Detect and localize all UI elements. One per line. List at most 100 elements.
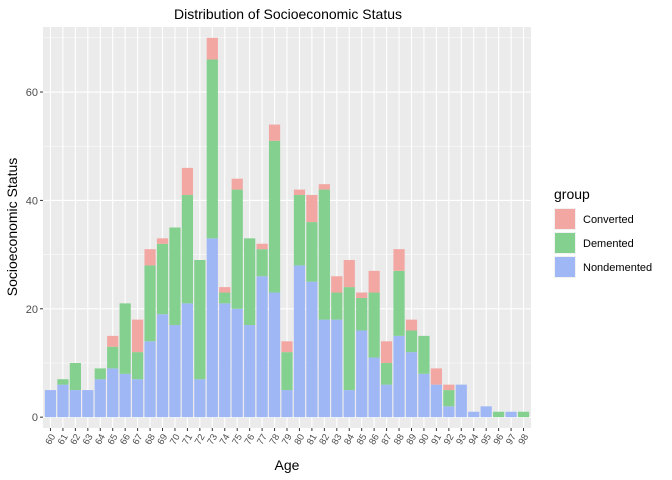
bar-converted-82 xyxy=(318,184,330,190)
x-tick-label: 64 xyxy=(93,432,108,447)
bar-converted-80 xyxy=(293,189,306,195)
bar-nondemented-64 xyxy=(94,379,106,418)
x-tick-label: 87 xyxy=(380,432,395,447)
bar-nondemented-86 xyxy=(368,357,380,418)
bar-nondemented-65 xyxy=(107,368,119,418)
x-tick-label: 76 xyxy=(243,432,258,447)
bar-nondemented-95 xyxy=(480,406,492,418)
bar-converted-91 xyxy=(430,368,442,385)
bar-nondemented-85 xyxy=(356,330,368,418)
bar-demented-98 xyxy=(517,411,530,418)
x-tick-label: 96 xyxy=(492,432,507,447)
bar-converted-89 xyxy=(405,319,418,331)
bar-demented-74 xyxy=(219,292,231,304)
bar-nondemented-69 xyxy=(156,314,169,418)
bar-demented-75 xyxy=(231,189,243,309)
bar-nondemented-70 xyxy=(169,325,181,418)
x-tick-label: 62 xyxy=(68,432,83,447)
bar-demented-96 xyxy=(493,411,505,418)
bar-demented-66 xyxy=(119,303,131,374)
bar-demented-85 xyxy=(356,297,368,331)
x-tick-label: 65 xyxy=(106,432,121,447)
x-tick-label: 86 xyxy=(367,432,382,447)
bar-demented-81 xyxy=(306,222,318,282)
legend-swatch-nondemented xyxy=(555,257,575,277)
x-tick-label: 68 xyxy=(143,432,158,447)
bars xyxy=(44,37,530,418)
bar-nondemented-89 xyxy=(405,352,418,418)
legend-label-demented: Demented xyxy=(583,238,634,250)
legend-title: group xyxy=(554,186,590,202)
bar-nondemented-71 xyxy=(181,303,194,418)
bar-nondemented-78 xyxy=(268,292,281,418)
bar-demented-90 xyxy=(418,335,430,374)
x-axis-ticks: 6061626364656667686970717273747576777879… xyxy=(43,428,531,447)
x-tick-label: 60 xyxy=(43,432,58,447)
bar-nondemented-82 xyxy=(318,319,330,418)
bar-nondemented-83 xyxy=(331,319,343,418)
bar-converted-73 xyxy=(206,37,218,60)
x-tick-label: 84 xyxy=(342,432,357,447)
x-axis-title: Age xyxy=(275,457,300,473)
bar-demented-78 xyxy=(268,140,281,293)
x-tick-label: 82 xyxy=(317,432,332,447)
bar-demented-77 xyxy=(256,249,268,277)
x-tick-label: 78 xyxy=(268,432,283,447)
x-tick-label: 71 xyxy=(180,432,195,447)
bar-nondemented-87 xyxy=(380,384,393,418)
y-tick-label: 0 xyxy=(32,412,38,424)
bar-demented-72 xyxy=(194,260,206,380)
bar-nondemented-61 xyxy=(57,384,69,418)
x-tick-label: 73 xyxy=(205,432,220,447)
bar-nondemented-76 xyxy=(244,325,256,418)
bar-converted-86 xyxy=(368,270,380,293)
x-tick-label: 90 xyxy=(417,432,432,447)
x-tick-label: 70 xyxy=(168,432,183,447)
bar-nondemented-97 xyxy=(505,411,517,418)
bar-converted-74 xyxy=(219,287,231,293)
bar-converted-75 xyxy=(231,178,243,190)
x-tick-label: 81 xyxy=(305,432,320,447)
bar-nondemented-81 xyxy=(306,281,318,418)
bar-nondemented-84 xyxy=(343,390,355,418)
bar-nondemented-63 xyxy=(82,390,94,418)
bar-nondemented-88 xyxy=(393,335,405,418)
bar-demented-61 xyxy=(57,379,69,385)
bar-demented-87 xyxy=(380,362,393,385)
y-axis-ticks: 0 20 40 60 xyxy=(26,87,43,424)
bar-converted-69 xyxy=(156,238,169,244)
legend-swatch-converted xyxy=(555,209,575,229)
bar-nondemented-62 xyxy=(69,390,81,418)
x-tick-label: 95 xyxy=(479,432,494,447)
bar-demented-82 xyxy=(318,189,330,320)
bar-demented-69 xyxy=(156,243,169,315)
bar-converted-88 xyxy=(393,249,405,271)
y-tick-label: 20 xyxy=(26,304,38,316)
bar-demented-68 xyxy=(144,265,156,342)
bar-converted-85 xyxy=(356,292,368,298)
y-tick-label: 40 xyxy=(26,195,38,207)
bar-converted-87 xyxy=(380,341,393,363)
bar-demented-64 xyxy=(94,368,106,380)
bar-demented-76 xyxy=(244,238,256,326)
bar-demented-79 xyxy=(281,352,293,391)
bar-nondemented-94 xyxy=(468,411,480,418)
bar-demented-83 xyxy=(331,292,343,320)
bar-nondemented-75 xyxy=(231,308,243,418)
bar-nondemented-80 xyxy=(293,265,306,418)
x-tick-label: 79 xyxy=(280,432,295,447)
bar-converted-65 xyxy=(107,335,119,347)
bar-demented-86 xyxy=(368,292,380,358)
bar-nondemented-74 xyxy=(219,303,231,418)
y-axis-title: Socioeconomic Status xyxy=(4,158,20,297)
x-tick-label: 94 xyxy=(467,432,482,447)
bar-converted-71 xyxy=(181,167,194,195)
x-tick-label: 91 xyxy=(429,432,444,447)
x-tick-label: 85 xyxy=(355,432,370,447)
bar-nondemented-60 xyxy=(44,390,57,418)
bar-converted-79 xyxy=(281,341,293,353)
x-tick-label: 74 xyxy=(218,432,233,447)
x-tick-label: 77 xyxy=(255,432,270,447)
x-tick-label: 93 xyxy=(454,432,469,447)
x-tick-label: 75 xyxy=(230,432,245,447)
